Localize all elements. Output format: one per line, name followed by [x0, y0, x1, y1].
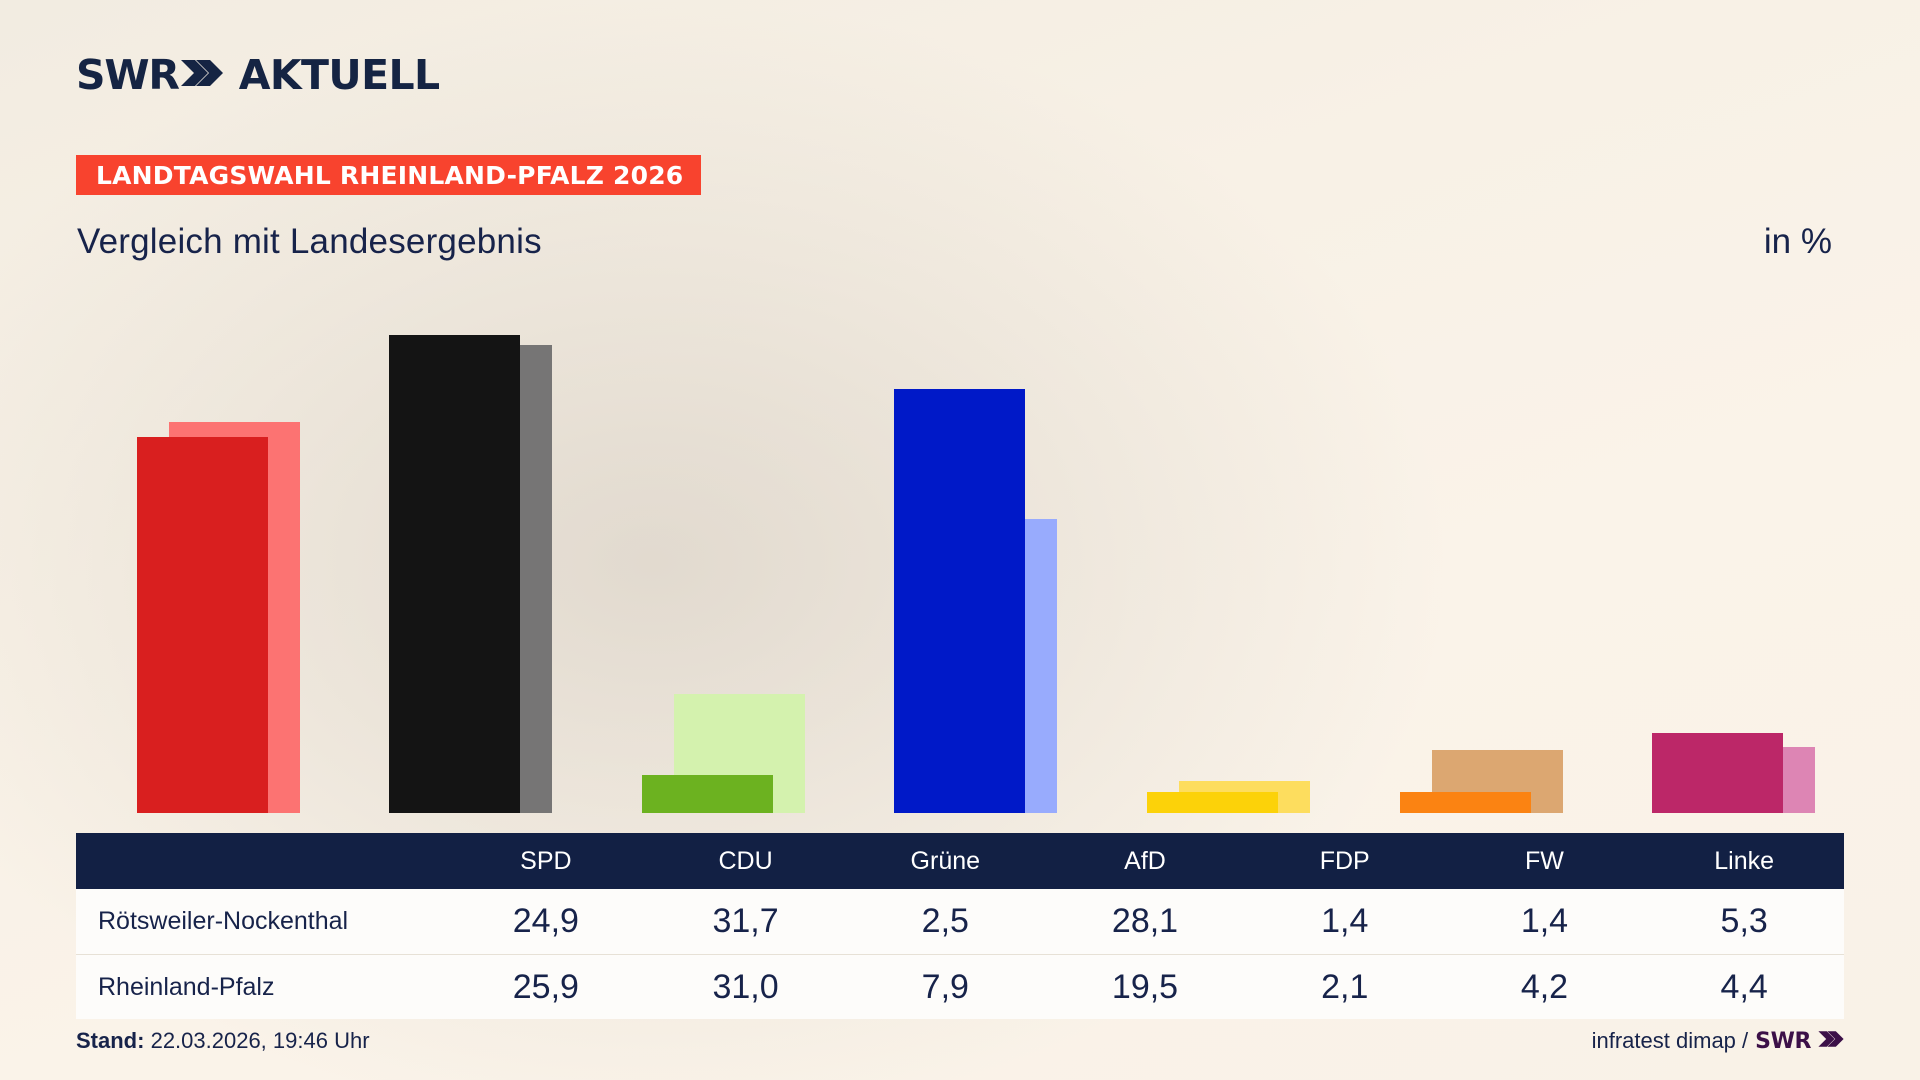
- bar-local-linke: [1652, 733, 1784, 813]
- table-cell: 4,2: [1520, 967, 1569, 1006]
- bar-group-grüne: [581, 300, 834, 813]
- bar-group-spd: [76, 300, 329, 813]
- timestamp-value: 22.03.2026, 19:46 Uhr: [150, 1028, 370, 1053]
- table-cell: 7,9: [921, 967, 969, 1006]
- swr-aktuell-logo: SWR AKTUELL: [76, 52, 440, 98]
- table-cell: 31,7: [712, 902, 779, 940]
- table-row-label: Rheinland-Pfalz: [98, 972, 275, 1001]
- logo-aktuell-text: AKTUELL: [238, 50, 440, 99]
- table-cell: 25,9: [512, 967, 579, 1006]
- timestamp-label: Stand:: [76, 1028, 145, 1053]
- bar-local-spd: [136, 437, 268, 813]
- bar-local-fw: [1399, 791, 1531, 813]
- table-cell: 1,4: [1520, 902, 1569, 940]
- table-header-row: SPD CDU Grüne AfD FDP FW Linke: [76, 833, 1844, 889]
- page-subtitle: Vergleich mit Landesergebnis: [77, 222, 542, 261]
- bar-group-fdp: [1086, 300, 1339, 813]
- bar-group-afd: [834, 300, 1087, 813]
- source-swr-text: SWR: [1755, 1028, 1811, 1054]
- timestamp: Stand: 22.03.2026, 19:46 Uhr: [76, 1028, 370, 1054]
- source-chevron-icon: [1818, 1028, 1844, 1054]
- logo-swr-text: SWR: [76, 50, 180, 99]
- table-header-fw: FW: [1525, 846, 1564, 875]
- source-text: infratest dimap /: [1591, 1028, 1749, 1053]
- bar-local-afd: [894, 389, 1026, 813]
- table-header-linke: Linke: [1714, 846, 1775, 875]
- bar-group-linke: [1591, 300, 1844, 813]
- table-cell: 24,9: [512, 902, 579, 940]
- election-banner-text: LANDTAGSWAHL RHEINLAND-PFALZ 2026: [96, 160, 684, 190]
- table-header-fdp: FDP: [1319, 846, 1370, 875]
- source-credit: infratest dimap / SWR: [1592, 1028, 1844, 1054]
- bar-local-cdu: [389, 334, 521, 813]
- unit-label: in %: [1763, 222, 1832, 261]
- bar-chart: [76, 300, 1844, 813]
- footer: Stand: 22.03.2026, 19:46 Uhr infratest d…: [76, 1028, 1844, 1054]
- bar-local-fdp: [1147, 791, 1279, 813]
- election-banner: LANDTAGSWAHL RHEINLAND-PFALZ 2026: [76, 155, 702, 195]
- table-row-label: Rötsweiler-Nockenthal: [98, 907, 349, 935]
- table-row: Rheinland-Pfalz 25,9 31,0 7,9 19,5 2,1 4,2 4,4: [76, 954, 1844, 1019]
- bar-local-grüne: [641, 775, 773, 813]
- table-cell: 4,4: [1720, 967, 1768, 1006]
- table-header-spd: SPD: [520, 846, 572, 875]
- table-header-afd: AfD: [1124, 846, 1166, 875]
- table-cell: 1,4: [1321, 902, 1369, 940]
- double-chevron-icon: [180, 58, 223, 92]
- table-header-cdu: CDU: [718, 846, 773, 875]
- results-table: SPD CDU Grüne AfD FDP FW Linke Rötsweiler-Nock…: [76, 833, 1844, 1019]
- table-cell: 31,0: [712, 967, 779, 1006]
- table-cell: 19,5: [1111, 967, 1179, 1006]
- table-cell: 5,3: [1720, 902, 1768, 940]
- bar-group-fw: [1339, 300, 1592, 813]
- bar-group-cdu: [329, 300, 582, 813]
- table-row: Rötsweiler-Nockenthal 24,9 31,7 2,5 28,1 1,4…: [76, 889, 1844, 954]
- table-cell: 2,1: [1321, 967, 1369, 1006]
- table-cell: 2,5: [921, 902, 969, 940]
- table-header-grüne: Grüne: [910, 846, 981, 875]
- table-cell: 28,1: [1111, 902, 1179, 940]
